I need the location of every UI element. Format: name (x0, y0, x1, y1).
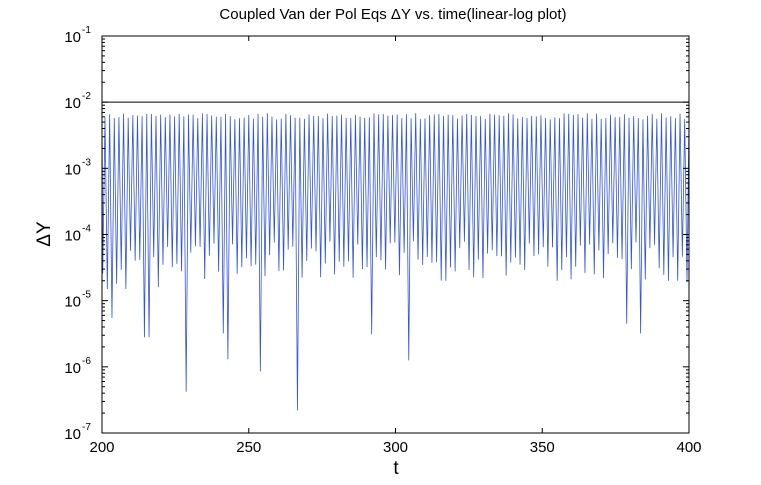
y-tick-label-exponent: -7 (82, 422, 91, 433)
y-tick-label-exponent: -2 (82, 91, 91, 102)
y-ticks: 10-710-610-510-410-310-210-1 (64, 25, 689, 443)
x-tick-label: 250 (236, 439, 261, 456)
series-layer (101, 113, 690, 411)
x-tick-label: 200 (89, 439, 114, 456)
x-axis-label: t (393, 458, 399, 479)
y-tick-label-base: 10 (64, 294, 81, 311)
y-tick-label-base: 10 (64, 95, 81, 112)
y-tick-label-exponent: -3 (82, 157, 91, 168)
y-tick-label-base: 10 (64, 29, 81, 46)
y-tick-label-base: 10 (64, 426, 81, 443)
y-tick-label-base: 10 (64, 228, 81, 245)
y-tick-label-base: 10 (64, 360, 81, 377)
y-axis-label: ΔY (34, 221, 55, 247)
y-tick-label-exponent: -1 (82, 25, 91, 36)
series-line (101, 113, 690, 411)
plot-area (102, 36, 689, 433)
y-tick-label-exponent: -6 (82, 356, 91, 367)
y-tick-label-base: 10 (64, 161, 81, 178)
chart-title: Coupled Van der Pol Eqs ΔY vs. time(line… (219, 6, 566, 23)
y-tick-label-exponent: -5 (82, 290, 91, 301)
x-tick-label: 350 (530, 439, 555, 456)
x-tick-label: 400 (676, 439, 701, 456)
x-ticks: 200 250 300 350 400 (89, 36, 702, 456)
y-tick-label-exponent: -4 (82, 224, 91, 235)
x-tick-label: 300 (383, 439, 408, 456)
